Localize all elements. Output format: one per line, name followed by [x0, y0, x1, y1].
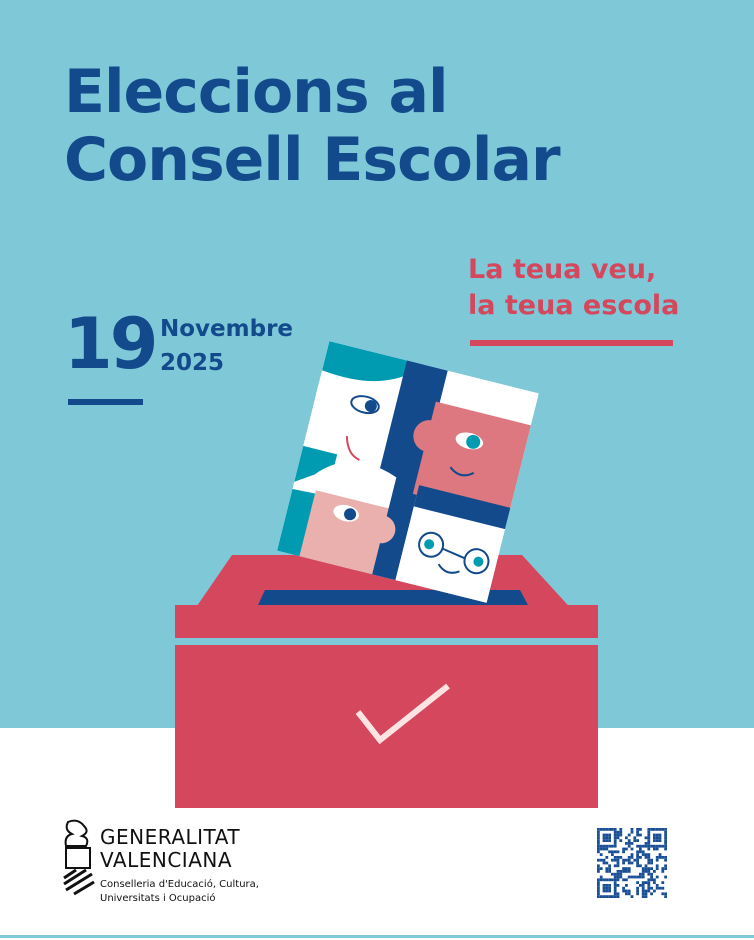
date-day: 19 [64, 303, 158, 385]
org-line-2: VALENCIANA [100, 848, 233, 872]
qr-code[interactable] [597, 828, 667, 898]
slogan-underline [470, 340, 673, 346]
slogan-line-1: La teua veu, [468, 254, 657, 285]
department-name: Conselleria d'Educació, Cultura, Univers… [100, 878, 259, 906]
slogan: La teua veu, la teua escola [468, 252, 679, 324]
date-year: 2025 [160, 350, 225, 376]
date-month: Novembre [160, 316, 294, 342]
slogan-line-2: la teua escola [468, 290, 680, 321]
title-line-2: Consell Escolar [64, 125, 561, 195]
checkmark-icon [355, 683, 450, 745]
org-line-1: GENERALITAT [100, 825, 241, 849]
poster-title: Eleccions al Consell Escolar [64, 57, 561, 195]
dept-line-1: Conselleria d'Educació, Cultura, [100, 879, 259, 890]
title-line-1: Eleccions al [64, 57, 449, 127]
organization-name: GENERALITAT VALENCIANA [100, 826, 240, 872]
date-month-year: Novembre 2025 [160, 312, 293, 380]
generalitat-logo [63, 819, 95, 896]
ballot-faces-illustration [277, 341, 539, 603]
dept-line-2: Universitats i Ocupació [100, 893, 216, 904]
date-underline [68, 399, 143, 405]
bottom-border [0, 935, 754, 938]
